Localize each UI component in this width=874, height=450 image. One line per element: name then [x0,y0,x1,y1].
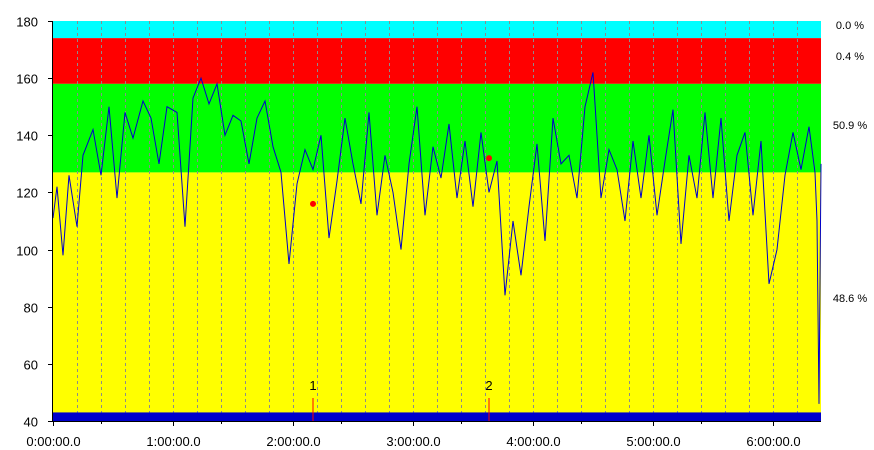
y-axis-ticks: 40 60 80 100 120 140 160 180 [16,15,53,430]
baseline-band-rect [53,412,821,421]
marker-dot-1 [310,200,316,207]
zone-percent-1: 0.4 % [836,51,864,63]
y-tick-label: 60 [24,358,38,373]
marker-label-1: 1 [309,378,316,393]
x-tick-label: 3:00:00.0 [386,434,440,449]
x-tick-label: 4:00:00.0 [506,434,560,449]
zone-percent-2: 50.9 % [833,120,867,132]
marker-dot-2 [486,155,492,162]
y-tick-label: 100 [16,244,38,259]
zone-percent-0: 0.0 % [836,20,864,32]
x-tick-label: 2:00:00.0 [266,434,320,449]
y-tick-label: 180 [16,15,38,30]
zone-band-2 [53,83,821,173]
axes [52,21,821,422]
series-line-0 [52,72,822,404]
y-tick-label: 80 [24,301,38,316]
baseline-band [53,412,821,421]
zone-percent-3: 48.6 % [833,293,867,305]
x-tick-label: 5:00:00.0 [626,434,680,449]
x-tick-label: 1:00:00.0 [146,434,200,449]
y-tick-label: 40 [24,415,38,430]
zone-percent-labels: 0.0 % 0.4 % 50.9 % 48.6 % [833,20,867,305]
y-tick-label: 160 [16,72,38,87]
x-tick-label: 6:00:00.0 [746,434,800,449]
y-tick-label: 140 [16,129,38,144]
series-layer [52,72,822,404]
x-axis-ticks: 0:00:00.0 1:00:00.0 2:00:00.0 3:00:00.0 4:00… [26,421,801,449]
y-tick-label: 120 [16,186,38,201]
marker-label-2: 2 [485,378,492,393]
x-tick-label: 0:00:00.0 [26,434,80,449]
